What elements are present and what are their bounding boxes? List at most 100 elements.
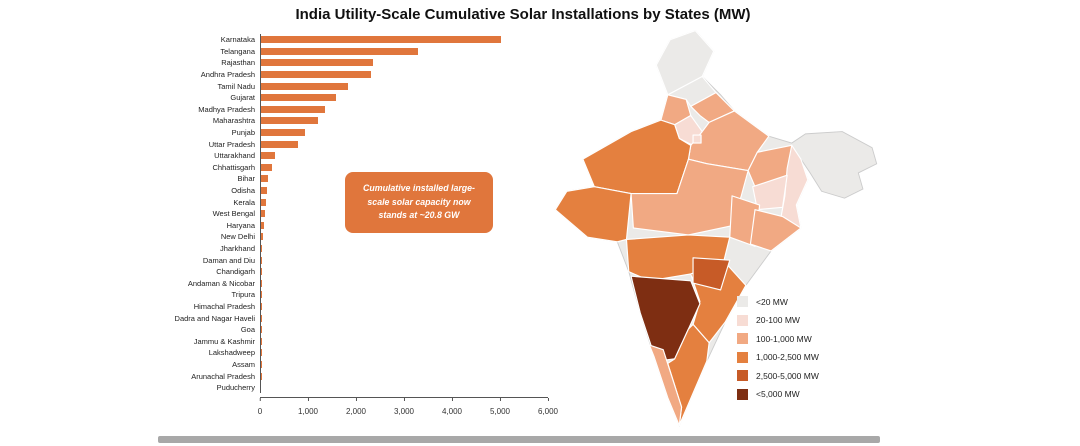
bar-row: Telangana (160, 45, 549, 58)
legend-label: 2,500-5,000 MW (756, 370, 819, 381)
bar-row: Jammu & Kashmir (160, 335, 549, 348)
bar-label: Himachal Pradesh (193, 301, 255, 311)
bar-label: Tamil Nadu (217, 81, 255, 91)
bar-row: Daman and Diu (160, 254, 549, 266)
legend-item: <5,000 MW (737, 388, 819, 400)
map-state-madhya-pradesh (630, 158, 749, 236)
legend-label: 1,000-2,500 MW (756, 352, 819, 362)
bar-label: Jammu & Kashmir (193, 336, 255, 346)
bar (261, 244, 263, 252)
horizontal-scrollbar[interactable] (158, 436, 880, 443)
bar-label: Uttarakhand (214, 151, 255, 161)
bar (261, 152, 275, 160)
bar (261, 221, 264, 229)
legend-swatch (737, 314, 748, 326)
annotation-callout: Cumulative installed large-scale solar c… (345, 172, 493, 233)
bar-row: Tamil Nadu (160, 80, 549, 92)
bar-row: Chhattisgarh (160, 161, 549, 174)
bar-label: Uttar Pradesh (208, 139, 255, 149)
bar-label: Gujarat (230, 93, 255, 103)
bar-label: Chandigarh (216, 267, 255, 277)
bar-label: Madhya Pradesh (198, 104, 255, 114)
map-state-rajasthan (582, 119, 692, 195)
bar-row: Tripura (160, 289, 549, 301)
bar-row: Arunachal Pradesh (160, 370, 549, 382)
bar-row: Karnataka (160, 34, 549, 46)
bar-row: Assam (160, 358, 549, 371)
legend-swatch (737, 333, 748, 344)
bar-row: Goa (160, 323, 549, 336)
legend-swatch (737, 388, 748, 400)
bar-row: Haryana (160, 219, 549, 232)
x-tick-label: 1,000 (297, 407, 319, 417)
bar-label: Puducherry (216, 383, 255, 393)
bar-label: New Delhi (220, 232, 255, 242)
bar-label: Andhra Pradesh (200, 70, 255, 80)
bar-chart: Karnataka Telangana Rajasthan Andhra Prades… (160, 34, 558, 417)
map-state-jharkhand (752, 174, 788, 211)
map-state-delhi (692, 134, 702, 144)
x-tick-label: 4,000 (441, 407, 463, 417)
bar-row: Maharashtra (160, 115, 549, 127)
legend-label: 100-1,000 MW (756, 333, 812, 344)
legend-swatch (737, 296, 748, 307)
bar-label: Assam (232, 359, 255, 369)
bar-label: Dadra and Nagar Haveli (174, 313, 255, 323)
bar (261, 187, 267, 195)
bar-row: Lakshadweep (160, 347, 549, 359)
legend-label: <20 MW (756, 296, 788, 307)
bar-row: Andaman & Nicobar (160, 277, 549, 290)
bar-label: Andaman & Nicobar (187, 278, 255, 288)
bar (261, 59, 373, 67)
bar-label: Rajasthan (221, 58, 255, 68)
bar-label: Jharkhand (219, 243, 255, 253)
bar-label: Karnataka (220, 35, 255, 45)
bar-label: Chhattisgarh (212, 162, 255, 172)
bar (261, 117, 319, 125)
bar-label: Odisha (231, 186, 255, 196)
bar (261, 105, 325, 113)
x-axis: 0 1,000 2,000 3,000 4,000 5,000 6,000 (257, 397, 558, 417)
x-tick-label: 6,000 (537, 407, 559, 417)
bar-row: Dadra and Nagar Haveli (160, 312, 549, 324)
bar-row: Chandigarh (160, 265, 549, 278)
india-map (548, 26, 884, 435)
bar-rows: Karnataka Telangana Rajasthan Andhra Prades… (160, 34, 549, 394)
bar (261, 233, 264, 241)
bar-label: Daman and Diu (202, 255, 255, 265)
bar-row: Jharkhand (160, 242, 549, 255)
bar (261, 163, 273, 171)
bar-label: Telangana (220, 46, 255, 56)
legend-item: 100-1,000 MW (737, 333, 819, 344)
bar-label: Arunachal Pradesh (191, 371, 255, 381)
map-state-kerala (648, 344, 683, 426)
bar (261, 47, 418, 55)
legend-label: <5,000 MW (756, 389, 800, 399)
bar-label: Lakshadweep (208, 348, 255, 358)
legend-label: 20-100 MW (756, 315, 800, 325)
bar-row: Madhya Pradesh (160, 103, 549, 116)
bar-label: Kerala (233, 197, 255, 207)
map-state-gujarat (554, 186, 632, 243)
x-tick-label: 0 (257, 407, 263, 417)
bar-row: Odisha (160, 184, 549, 197)
legend-item: 2,500-5,000 MW (737, 370, 819, 381)
map-state-odisha (749, 209, 802, 252)
bar-row: Uttarakhand (160, 149, 549, 162)
bar-label: Goa (240, 325, 255, 335)
bar (261, 140, 298, 148)
x-tick-label: 2,000 (345, 407, 367, 417)
bar-row: Puducherry (160, 381, 549, 394)
bar-row: West Bengal (160, 207, 549, 220)
india-map-svg (554, 30, 878, 427)
x-tick-label: 5,000 (489, 407, 511, 417)
bar (261, 175, 269, 183)
bar-row: Gujarat (160, 91, 549, 104)
bar-row: Uttar Pradesh (160, 138, 549, 150)
map-state-telangana (692, 257, 731, 291)
bar (261, 36, 501, 44)
bar-row: Andhra Pradesh (160, 68, 549, 81)
bar-label: West Bengal (212, 209, 255, 219)
bar-row: Kerala (160, 196, 549, 208)
